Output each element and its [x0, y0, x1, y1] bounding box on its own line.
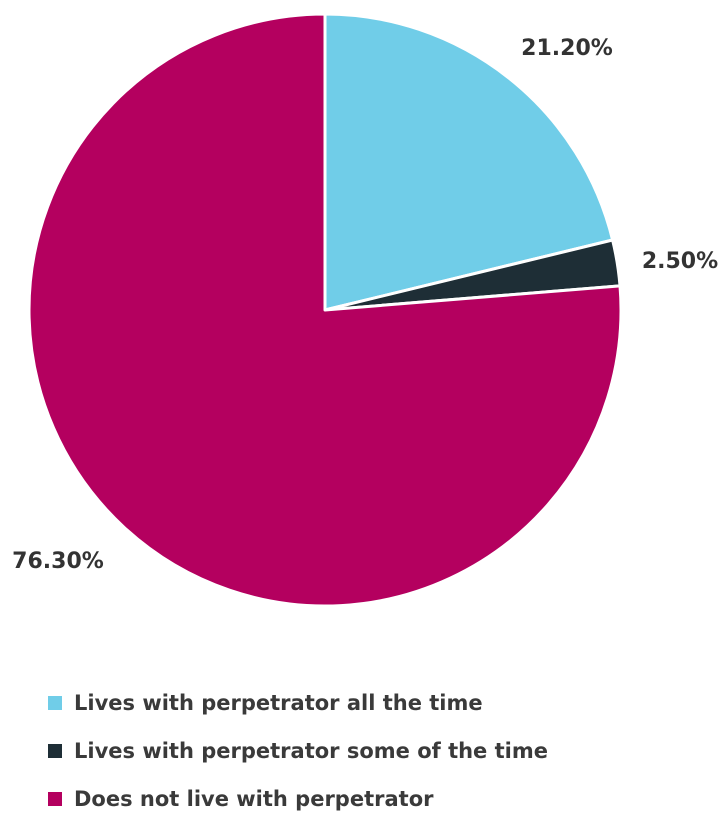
slice-value-label: 2.50%: [642, 249, 718, 274]
pie-slices: [27, 12, 623, 608]
legend-label: Lives with perpetrator all the time: [74, 691, 483, 715]
legend-swatch: [48, 792, 62, 806]
legend-label: Does not live with perpetrator: [74, 787, 434, 811]
pie-slice: [27, 12, 623, 608]
slice-value-label: 76.30%: [12, 549, 104, 574]
legend-item: Does not live with perpetrator: [48, 786, 708, 812]
data-labels: 21.20% 2.50% 76.30%: [12, 36, 718, 574]
legend-item: Lives with perpetrator all the time: [48, 690, 708, 716]
legend-swatch: [48, 696, 62, 710]
pie-slice: [323, 12, 615, 312]
chart-legend: Lives with perpetrator all the time Live…: [48, 690, 708, 834]
legend-item: Lives with perpetrator some of the time: [48, 738, 708, 764]
pie-chart: 21.20% 2.50% 76.30%: [12, 12, 718, 608]
legend-label: Lives with perpetrator some of the time: [74, 739, 548, 763]
slice-value-label: 21.20%: [521, 36, 613, 61]
legend-swatch: [48, 744, 62, 758]
